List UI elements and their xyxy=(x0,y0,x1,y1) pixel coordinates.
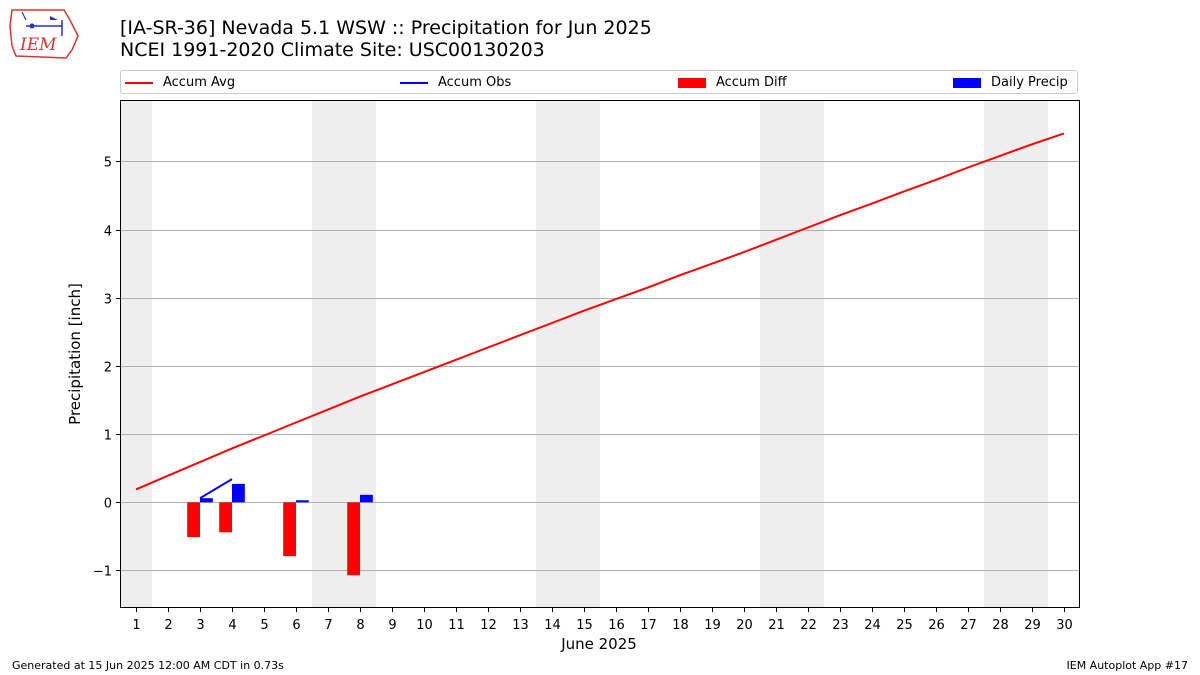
x-tick-label-13: 14 xyxy=(544,618,561,633)
footer-app: IEM Autoplot App #17 xyxy=(1066,659,1189,672)
legend-item-accum-obs: Accum Obs xyxy=(400,74,511,91)
weekend-band-1 xyxy=(312,100,376,608)
accum-diff-bar-day-8 xyxy=(347,502,360,576)
x-tick-label-7: 8 xyxy=(356,618,364,633)
x-tick-label-6: 7 xyxy=(324,618,332,633)
x-tick-label-24: 25 xyxy=(896,618,913,633)
legend-label-daily-precip: Daily Precip xyxy=(991,75,1068,90)
legend-item-daily-precip: Daily Precip xyxy=(953,74,1068,91)
x-tick-label-28: 29 xyxy=(1024,618,1041,633)
chart-subtitle: NCEI 1991-2020 Climate Site: USC00130203 xyxy=(120,39,545,61)
y-tick-label-2: 1 xyxy=(104,429,112,444)
x-tick-label-4: 5 xyxy=(260,618,268,633)
bars xyxy=(187,483,373,576)
daily-precip-bar-day-3 xyxy=(200,498,213,503)
y-axis-label: Precipitation [inch] xyxy=(66,283,84,425)
legend-label-accum-obs: Accum Obs xyxy=(438,75,512,90)
y-tick-label-4: 3 xyxy=(104,293,112,308)
daily-precip-bar-day-8 xyxy=(360,494,373,503)
legend-item-accum-diff: Accum Diff xyxy=(678,74,787,91)
y-tick-label-5: 4 xyxy=(104,225,112,240)
footer-generated: Generated at 15 Jun 2025 12:00 AM CDT in… xyxy=(12,659,284,672)
weekend-band-0 xyxy=(120,100,152,608)
x-tick-label-8: 9 xyxy=(388,618,396,633)
x-tick-label-18: 19 xyxy=(704,618,721,633)
legend-label-accum-diff: Accum Diff xyxy=(716,75,787,90)
daily-precip-bar-day-6 xyxy=(296,500,309,503)
x-tick-label-15: 16 xyxy=(608,618,625,633)
plot-frame xyxy=(120,100,1080,608)
y-tick-label-0: −1 xyxy=(93,565,112,580)
x-tick-label-21: 22 xyxy=(800,618,817,633)
x-tick-label-23: 24 xyxy=(864,618,881,633)
legend-swatch-accum-avg xyxy=(125,81,153,84)
weekend-shading xyxy=(120,100,1048,608)
x-tick-label-19: 20 xyxy=(736,618,753,633)
x-tick-label-2: 3 xyxy=(196,618,204,633)
legend-item-accum-avg: Accum Avg xyxy=(125,74,235,91)
chart-title: [IA-SR-36] Nevada 5.1 WSW :: Precipitati… xyxy=(120,17,652,39)
x-tick-label-29: 30 xyxy=(1056,618,1073,633)
x-tick-label-12: 13 xyxy=(512,618,529,633)
logo-text: IEM xyxy=(19,35,57,55)
iem-logo: IEM xyxy=(9,9,79,59)
x-tick-label-27: 28 xyxy=(992,618,1009,633)
x-tick-label-14: 15 xyxy=(576,618,593,633)
x-tick-label-26: 27 xyxy=(960,618,977,633)
grid-lines xyxy=(120,161,1080,571)
legend-swatch-accum-diff xyxy=(678,77,706,88)
x-tick-label-25: 26 xyxy=(928,618,945,633)
weekend-band-3 xyxy=(760,100,824,608)
accum-diff-bar-day-4 xyxy=(219,502,232,533)
x-tick-label-3: 4 xyxy=(228,618,236,633)
weekend-band-2 xyxy=(536,100,600,608)
x-tick-label-9: 10 xyxy=(416,618,433,633)
accum-obs-line xyxy=(199,478,233,500)
accum-avg-line xyxy=(135,132,1065,491)
y-tick-label-3: 2 xyxy=(104,361,112,376)
x-tick-label-1: 2 xyxy=(164,618,172,633)
x-tick-label-5: 6 xyxy=(292,618,300,633)
x-tick-label-11: 12 xyxy=(480,618,497,633)
x-tick-label-10: 11 xyxy=(448,618,465,633)
weekend-band-4 xyxy=(984,100,1048,608)
x-tick-label-0: 1 xyxy=(132,618,140,633)
x-tick-label-22: 23 xyxy=(832,618,849,633)
legend-swatch-daily-precip xyxy=(953,77,981,88)
legend-label-accum-avg: Accum Avg xyxy=(163,75,236,90)
x-tick-label-16: 17 xyxy=(640,618,657,633)
accum-diff-bar-day-6 xyxy=(283,502,296,557)
accum-diff-bar-day-3 xyxy=(187,502,200,538)
x-tick-label-20: 21 xyxy=(768,618,785,633)
x-tick-label-17: 18 xyxy=(672,618,689,633)
daily-precip-bar-day-4 xyxy=(232,483,245,503)
lines xyxy=(135,132,1065,500)
y-tick-label-6: 5 xyxy=(104,156,112,171)
legend: Accum Avg Accum Obs Accum Diff Daily Pre… xyxy=(120,70,1078,94)
legend-swatch-accum-obs xyxy=(400,81,428,84)
y-tick-label-1: 0 xyxy=(104,497,112,512)
x-axis-label: June 2025 xyxy=(560,635,637,653)
